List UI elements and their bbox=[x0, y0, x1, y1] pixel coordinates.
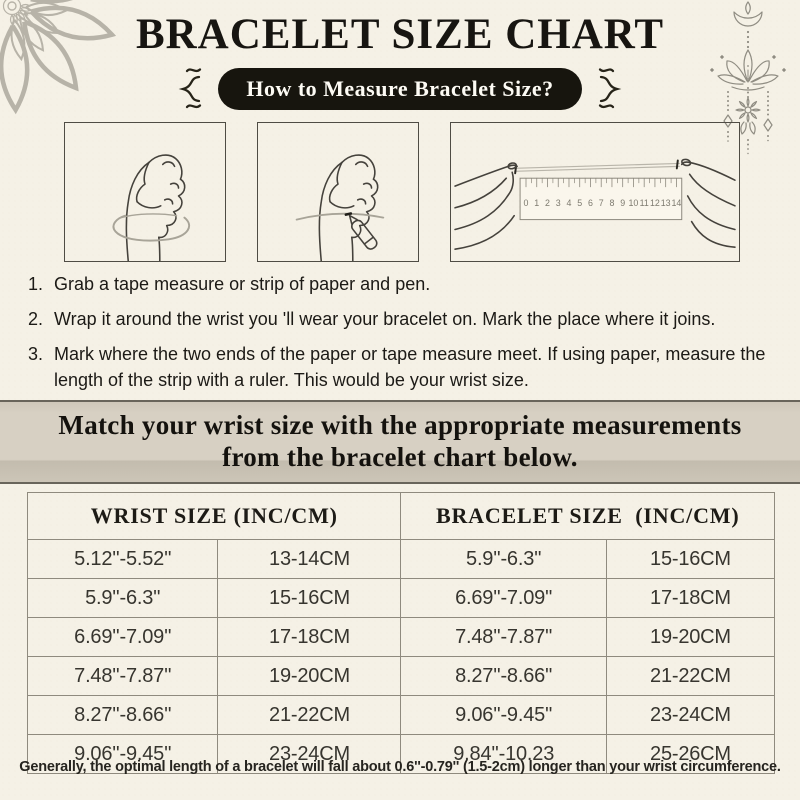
hanging-lotus-ornament bbox=[709, 1, 787, 155]
step-number: 3. bbox=[28, 344, 44, 364]
squiggle-left-icon bbox=[178, 68, 202, 109]
ruler-number: 7 bbox=[599, 198, 604, 208]
step-text: Wrap it around the wrist you 'll wear yo… bbox=[54, 309, 716, 329]
table-row: 9.06''-9.45'' 23-24CM 9.84''-10.23 25-26… bbox=[26, 734, 776, 774]
size-table: WRIST SIZE (INC/CM) BRACELET SIZE (INC/C… bbox=[26, 492, 776, 774]
table-row: 5.9''-6.3'' 15-16CM 6.69''-7.09'' 17-18C… bbox=[26, 578, 776, 618]
ruler-number: 3 bbox=[556, 198, 561, 208]
table-cell: 23-24CM bbox=[605, 695, 776, 735]
illustration-mark-pen bbox=[257, 122, 419, 262]
ruler-number: 5 bbox=[577, 198, 582, 208]
ruler-number: 2 bbox=[545, 198, 550, 208]
banner-line-2: from the bracelet chart below. bbox=[222, 442, 578, 472]
step-number: 2. bbox=[28, 309, 44, 329]
size-table-header-row: WRIST SIZE (INC/CM) BRACELET SIZE (INC/C… bbox=[26, 492, 775, 540]
table-cell: 21-22CM bbox=[217, 695, 402, 735]
ruler-number: 11 bbox=[640, 198, 649, 208]
measure-steps: 1. Grab a tape measure or strip of paper… bbox=[28, 271, 776, 402]
table-cell: 5.12''-5.52'' bbox=[26, 539, 219, 579]
table-cell: 25-26CM bbox=[605, 734, 776, 774]
step-number: 1. bbox=[28, 274, 44, 294]
table-cell: 7.48''-7.87'' bbox=[26, 656, 219, 696]
table-cell: 17-18CM bbox=[605, 578, 776, 618]
table-cell: 9.06''-9.45'' bbox=[26, 734, 219, 774]
ruler-number: 8 bbox=[609, 198, 614, 208]
banner-line-1: Match your wrist size with the appropria… bbox=[58, 410, 742, 440]
wrist-size-header: WRIST SIZE (INC/CM) bbox=[26, 492, 402, 540]
table-cell: 6.69''-7.09'' bbox=[26, 617, 219, 657]
table-cell: 15-16CM bbox=[217, 578, 402, 618]
table-row: 8.27''-8.66'' 21-22CM 9.06''-9.45'' 23-2… bbox=[26, 695, 776, 735]
table-cell: 19-20CM bbox=[605, 617, 776, 657]
page-title: BRACELET SIZE CHART bbox=[135, 11, 665, 58]
subtitle-row: How to Measure Bracelet Size? bbox=[0, 66, 800, 112]
ruler-number: 4 bbox=[567, 198, 572, 208]
table-cell: 19-20CM bbox=[217, 656, 402, 696]
table-cell: 17-18CM bbox=[217, 617, 402, 657]
table-cell: 23-24CM bbox=[217, 734, 402, 774]
table-cell: 9.84''-10.23 bbox=[400, 734, 607, 774]
lotus-mandala-decoration bbox=[0, 0, 117, 115]
ruler-number: 13 bbox=[661, 198, 671, 208]
table-row: 5.12''-5.52'' 13-14CM 5.9''-6.3'' 15-16C… bbox=[26, 539, 776, 579]
table-cell: 8.27''-8.66'' bbox=[26, 695, 219, 735]
ruler-number: 6 bbox=[588, 198, 593, 208]
ruler-number: 12 bbox=[650, 198, 660, 208]
ruler-number: 0 bbox=[524, 198, 529, 208]
illustration-measure-ruler: 0 1 2 3 4 5 6 7 8 9 10 11 12 13 14 bbox=[450, 122, 740, 262]
table-row: 6.69''-7.09'' 17-18CM 7.48''-7.87'' 19-2… bbox=[26, 617, 776, 657]
bracelet-size-header: BRACELET SIZE (INC/CM) bbox=[400, 492, 775, 540]
table-cell: 13-14CM bbox=[217, 539, 402, 579]
table-cell: 6.69''-7.09'' bbox=[400, 578, 607, 618]
ruler-number: 1 bbox=[534, 198, 539, 208]
table-cell: 5.9''-6.3'' bbox=[400, 539, 607, 579]
table-cell: 9.06''-9.45'' bbox=[400, 695, 607, 735]
match-size-banner: Match your wrist size with the appropria… bbox=[0, 400, 800, 484]
subtitle-pill: How to Measure Bracelet Size? bbox=[218, 68, 582, 110]
step-1: 1. Grab a tape measure or strip of paper… bbox=[28, 271, 776, 297]
how-to-measure-illustrations: 0 1 2 3 4 5 6 7 8 9 10 11 12 13 14 bbox=[64, 122, 740, 262]
ruler-number: 14 bbox=[671, 198, 681, 208]
table-cell: 5.9''-6.3'' bbox=[26, 578, 219, 618]
table-cell: 15-16CM bbox=[605, 539, 776, 579]
ruler-number: 9 bbox=[620, 198, 625, 208]
step-text: Mark where the two ends of the paper or … bbox=[54, 344, 766, 390]
step-2: 2. Wrap it around the wrist you 'll wear… bbox=[28, 306, 776, 332]
ruler-number: 10 bbox=[629, 198, 639, 208]
footnote: Generally, the optimal length of a brace… bbox=[19, 759, 781, 775]
table-cell: 8.27''-8.66'' bbox=[400, 656, 607, 696]
table-cell: 21-22CM bbox=[605, 656, 776, 696]
illustration-wrap-tape bbox=[64, 122, 226, 262]
table-cell: 7.48''-7.87'' bbox=[400, 617, 607, 657]
step-3: 3. Mark where the two ends of the paper … bbox=[28, 341, 776, 393]
table-row: 7.48''-7.87'' 19-20CM 8.27''-8.66'' 21-2… bbox=[26, 656, 776, 696]
step-text: Grab a tape measure or strip of paper an… bbox=[54, 274, 431, 294]
squiggle-right-icon bbox=[598, 68, 622, 109]
